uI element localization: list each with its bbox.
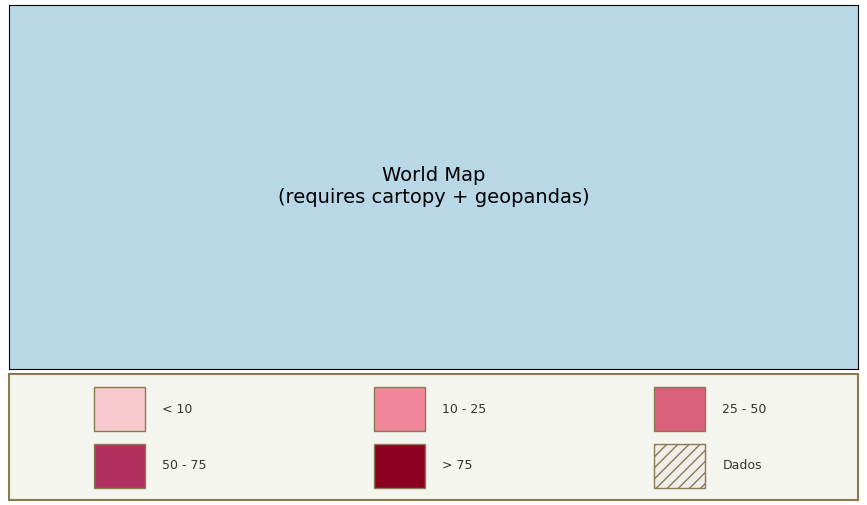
FancyBboxPatch shape: [655, 444, 706, 488]
FancyBboxPatch shape: [374, 444, 425, 488]
FancyBboxPatch shape: [655, 387, 706, 431]
FancyBboxPatch shape: [94, 387, 145, 431]
Text: World Map
(requires cartopy + geopandas): World Map (requires cartopy + geopandas): [277, 166, 590, 208]
FancyBboxPatch shape: [94, 444, 145, 488]
Text: 10 - 25: 10 - 25: [442, 402, 486, 416]
Text: > 75: > 75: [442, 460, 473, 472]
Text: < 10: < 10: [161, 402, 192, 416]
FancyBboxPatch shape: [374, 387, 425, 431]
Text: 50 - 75: 50 - 75: [161, 460, 206, 472]
Text: 25 - 50: 25 - 50: [722, 402, 766, 416]
Text: Dados: Dados: [722, 460, 762, 472]
